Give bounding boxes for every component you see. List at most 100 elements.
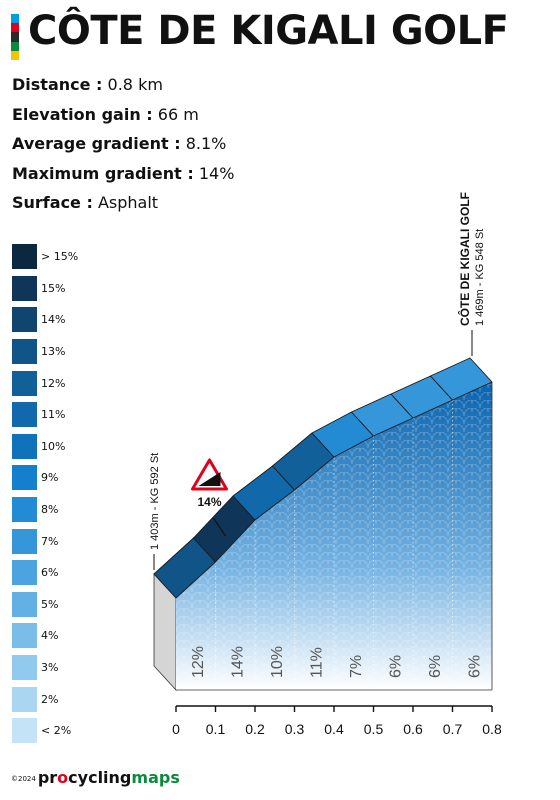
legend-swatch (12, 244, 37, 270)
legend-label: 7% (41, 534, 59, 548)
legend-swatch (12, 686, 37, 712)
legend-label: 6% (41, 566, 59, 580)
color-stripe-black (11, 32, 19, 42)
brand-logo-text: procyclingmaps (37, 768, 180, 787)
segment-gradient-label: 6% (387, 655, 404, 678)
legend-swatch (12, 370, 37, 396)
stat-label: Average gradient : (12, 134, 181, 153)
legend-swatch (12, 655, 37, 681)
stat-label: Maximum gradient : (12, 163, 194, 183)
stat-label: Surface : (12, 193, 93, 212)
stat-value: 14% (198, 163, 235, 183)
footer-brand: ©2024 procyclingmaps (11, 768, 180, 787)
finish-marker-title: CÔTE DE KIGALI GOLF (457, 192, 472, 326)
legend-swatch (12, 591, 37, 617)
x-tick-label: 0.4 (324, 721, 344, 737)
segment-gradient-label: 12% (190, 646, 207, 678)
x-tick-label: 0.1 (206, 721, 226, 737)
x-tick-label: 0.8 (482, 721, 502, 737)
segment-gradient-label: 10% (269, 646, 286, 678)
stat-label: Elevation gain : (12, 104, 153, 124)
profile-ribbon-segment (430, 357, 493, 401)
legend-swatch (12, 560, 37, 586)
legend-label: 14% (41, 313, 66, 327)
legend-label: 8% (41, 503, 59, 517)
legend-label: 2% (41, 692, 59, 706)
x-tick-label: 0 (172, 721, 180, 737)
page-title: CÔTE DE KIGALI GOLF (28, 8, 509, 54)
stat-value: Asphalt (97, 193, 159, 212)
color-stripe-red (11, 23, 19, 33)
steep-badge-label: 14% (197, 495, 221, 509)
legend-label: < 2% (41, 724, 72, 738)
legend-item: 2% (12, 683, 78, 715)
legend-item: 6% (12, 557, 78, 589)
legend-swatch (12, 623, 37, 649)
legend-swatch (12, 402, 37, 428)
x-tick-label: 0.5 (364, 721, 384, 737)
legend-item: 8% (12, 494, 78, 526)
title-color-bar (11, 14, 19, 60)
color-stripe-blue (11, 14, 19, 24)
legend-label: 12% (41, 376, 66, 390)
stat-elevation-gain: Elevation gain : 66 m (12, 100, 234, 130)
legend-label: 5% (41, 597, 59, 611)
color-stripe-yellow (11, 50, 19, 60)
legend-label: 13% (41, 345, 66, 359)
legend-swatch (12, 307, 37, 333)
legend-item: 11% (12, 399, 78, 431)
legend-item: > 15% (12, 241, 78, 273)
stat-surface: Surface : Asphalt (12, 188, 234, 218)
stat-label: Distance : (12, 75, 103, 94)
steep-slope-glyph (198, 472, 221, 486)
legend-item: 7% (12, 525, 78, 557)
x-tick-label: 0.3 (285, 721, 305, 737)
legend-label: 15% (41, 281, 66, 295)
legend-swatch (12, 528, 37, 554)
legend-item: 13% (12, 336, 78, 368)
legend-label: 11% (41, 408, 66, 422)
legend-label: 4% (41, 629, 59, 643)
segment-gradient-label: 6% (466, 655, 483, 678)
legend-label: 9% (41, 471, 59, 485)
segment-gradient-label: 6% (427, 655, 444, 678)
legend-item: 10% (12, 431, 78, 463)
legend-item: 15% (12, 273, 78, 305)
legend-item: 5% (12, 589, 78, 621)
stat-average-gradient: Average gradient : 8.1% (12, 129, 234, 159)
gradient-legend: > 15% 15% 14% 13% 12% 11% 10% 9% 8% 7% 6% 5% 4% 3% 2% <… (12, 241, 78, 747)
legend-swatch (12, 465, 37, 491)
climb-stats: Distance : 0.8 km Elevation gain : 66 m … (12, 70, 234, 218)
segment-gradient-label: 7% (348, 655, 365, 678)
start-marker-label: 1 403m - KG 592 St (149, 453, 161, 550)
color-stripe-green (11, 41, 19, 51)
legend-item: 4% (12, 620, 78, 652)
legend-swatch (12, 275, 37, 301)
x-tick-label: 0.2 (245, 721, 265, 737)
legend-item: 12% (12, 367, 78, 399)
x-tick-label: 0.7 (443, 721, 463, 737)
stat-value: 8.1% (185, 134, 227, 153)
badge-pointer-line (213, 517, 226, 537)
stat-maximum-gradient: Maximum gradient : 14% (12, 159, 234, 189)
segment-gradient-label: 14% (229, 646, 246, 678)
stat-distance: Distance : 0.8 km (12, 70, 234, 100)
legend-swatch (12, 718, 37, 744)
stat-value: 0.8 km (107, 75, 163, 94)
legend-swatch (12, 433, 37, 459)
stat-value: 66 m (157, 104, 199, 124)
legend-label: 3% (41, 661, 59, 675)
x-tick-label: 0.6 (403, 721, 423, 737)
legend-swatch (12, 497, 37, 523)
legend-item: < 2% (12, 715, 78, 747)
legend-item: 3% (12, 652, 78, 684)
legend-item: 14% (12, 304, 78, 336)
segment-gradient-label: 11% (308, 647, 325, 678)
copyright-text: ©2024 (11, 774, 36, 783)
finish-marker-subtitle: 1 469m - KG 548 St (474, 229, 486, 326)
legend-swatch (12, 339, 37, 365)
legend-label: > 15% (41, 250, 79, 264)
legend-label: 10% (41, 439, 66, 453)
legend-item: 9% (12, 462, 78, 494)
